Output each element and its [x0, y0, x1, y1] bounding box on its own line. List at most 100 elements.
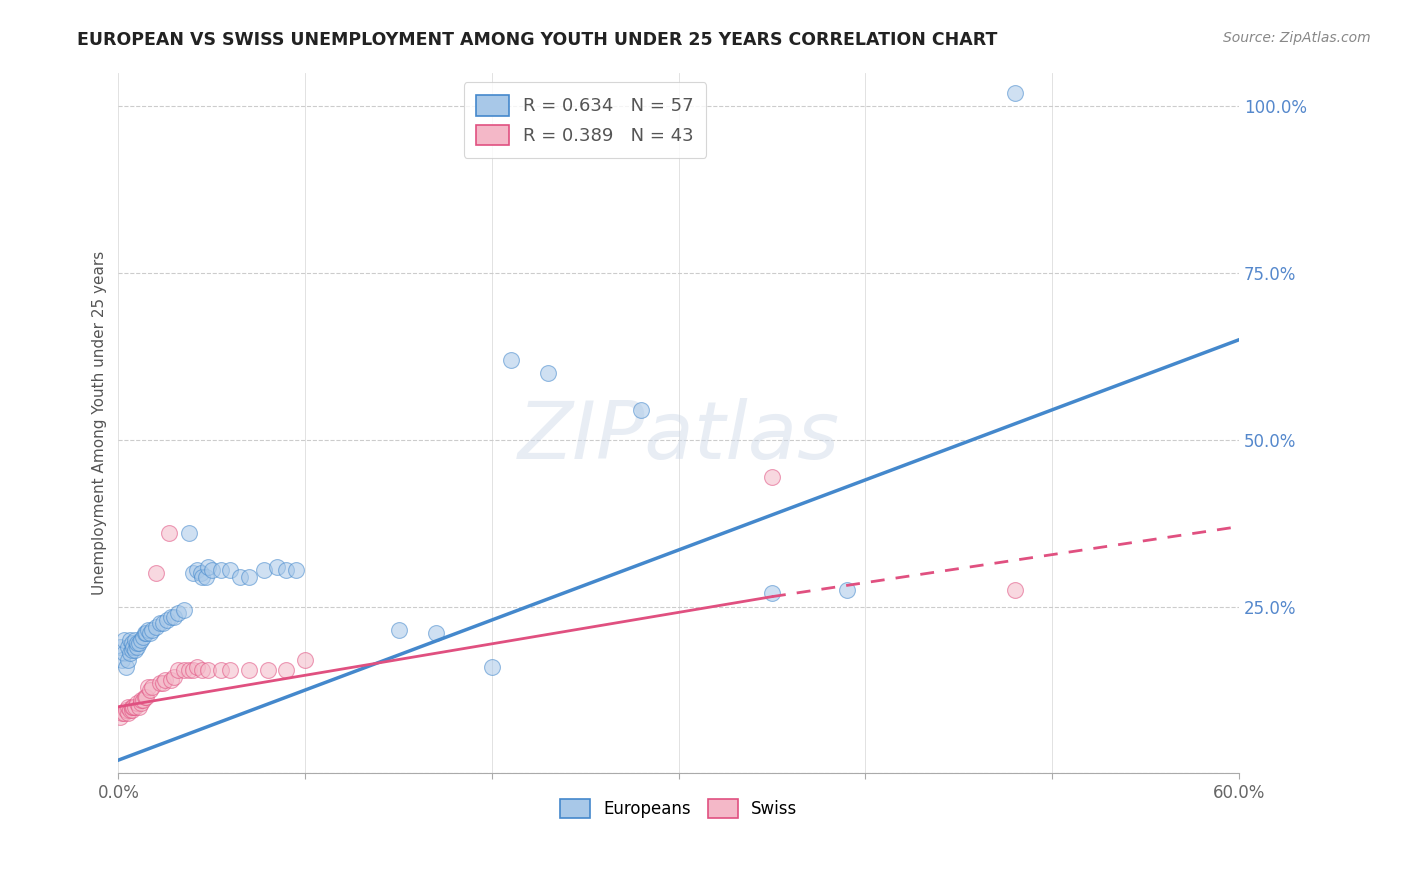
- Point: [117, 706, 139, 721]
- Point: [284, 563, 307, 577]
- Point: [229, 569, 252, 583]
- Point: [835, 582, 858, 597]
- Point: [135, 626, 157, 640]
- Point: [159, 609, 181, 624]
- Point: [134, 690, 156, 704]
- Point: [111, 706, 134, 721]
- Point: [141, 623, 163, 637]
- Point: [197, 663, 219, 677]
- Point: [132, 630, 155, 644]
- Point: [163, 670, 186, 684]
- Point: [117, 653, 139, 667]
- Point: [127, 697, 149, 711]
- Point: [121, 643, 143, 657]
- Point: [186, 563, 208, 577]
- Point: [139, 683, 162, 698]
- Point: [179, 663, 201, 677]
- Text: EUROPEAN VS SWISS UNEMPLOYMENT AMONG YOUTH UNDER 25 YEARS CORRELATION CHART: EUROPEAN VS SWISS UNEMPLOYMENT AMONG YOU…: [77, 31, 998, 49]
- Point: [121, 636, 143, 650]
- Point: [173, 603, 195, 617]
- Point: [156, 613, 179, 627]
- Point: [115, 659, 138, 673]
- Point: [129, 693, 152, 707]
- Point: [145, 620, 167, 634]
- Point: [112, 706, 135, 721]
- Point: [761, 586, 783, 600]
- Point: [195, 569, 218, 583]
- Point: [129, 633, 152, 648]
- Point: [110, 640, 132, 654]
- Point: [124, 633, 146, 648]
- Point: [157, 526, 180, 541]
- Point: [118, 633, 141, 648]
- Point: [127, 640, 149, 654]
- Point: [201, 563, 224, 577]
- Point: [253, 563, 276, 577]
- Point: [209, 563, 232, 577]
- Point: [152, 676, 174, 690]
- Point: [118, 646, 141, 660]
- Text: Source: ZipAtlas.com: Source: ZipAtlas.com: [1223, 31, 1371, 45]
- Point: [153, 673, 176, 687]
- Point: [219, 563, 242, 577]
- Point: [537, 366, 560, 380]
- Point: [122, 640, 145, 654]
- Point: [197, 559, 219, 574]
- Point: [163, 609, 186, 624]
- Point: [190, 566, 212, 581]
- Point: [111, 653, 134, 667]
- Point: [148, 616, 170, 631]
- Point: [124, 699, 146, 714]
- Point: [135, 690, 157, 704]
- Point: [425, 626, 447, 640]
- Point: [219, 663, 242, 677]
- Point: [134, 626, 156, 640]
- Point: [209, 663, 232, 677]
- Point: [121, 699, 143, 714]
- Point: [124, 643, 146, 657]
- Point: [159, 673, 181, 687]
- Point: [152, 616, 174, 631]
- Point: [117, 640, 139, 654]
- Point: [121, 703, 143, 717]
- Point: [181, 663, 204, 677]
- Point: [186, 659, 208, 673]
- Point: [127, 636, 149, 650]
- Point: [238, 663, 260, 677]
- Point: [266, 559, 288, 574]
- Point: [167, 607, 190, 621]
- Point: [1004, 582, 1026, 597]
- Point: [191, 569, 214, 583]
- Point: [387, 623, 409, 637]
- Point: [128, 636, 150, 650]
- Y-axis label: Unemployment Among Youth under 25 years: Unemployment Among Youth under 25 years: [93, 251, 107, 595]
- Point: [481, 659, 503, 673]
- Point: [145, 566, 167, 581]
- Point: [294, 653, 316, 667]
- Point: [276, 663, 298, 677]
- Point: [276, 563, 298, 577]
- Point: [110, 710, 132, 724]
- Point: [129, 697, 152, 711]
- Point: [191, 663, 214, 677]
- Point: [112, 633, 135, 648]
- Point: [136, 680, 159, 694]
- Point: [122, 699, 145, 714]
- Point: [115, 703, 138, 717]
- Point: [630, 402, 652, 417]
- Point: [499, 352, 522, 367]
- Point: [112, 646, 135, 660]
- Point: [173, 663, 195, 677]
- Point: [141, 680, 163, 694]
- Point: [132, 693, 155, 707]
- Point: [167, 663, 190, 677]
- Point: [181, 566, 204, 581]
- Point: [136, 623, 159, 637]
- Point: [148, 676, 170, 690]
- Point: [118, 703, 141, 717]
- Legend: Europeans, Swiss: Europeans, Swiss: [554, 792, 804, 824]
- Point: [179, 526, 201, 541]
- Point: [761, 469, 783, 483]
- Point: [139, 626, 162, 640]
- Point: [256, 663, 278, 677]
